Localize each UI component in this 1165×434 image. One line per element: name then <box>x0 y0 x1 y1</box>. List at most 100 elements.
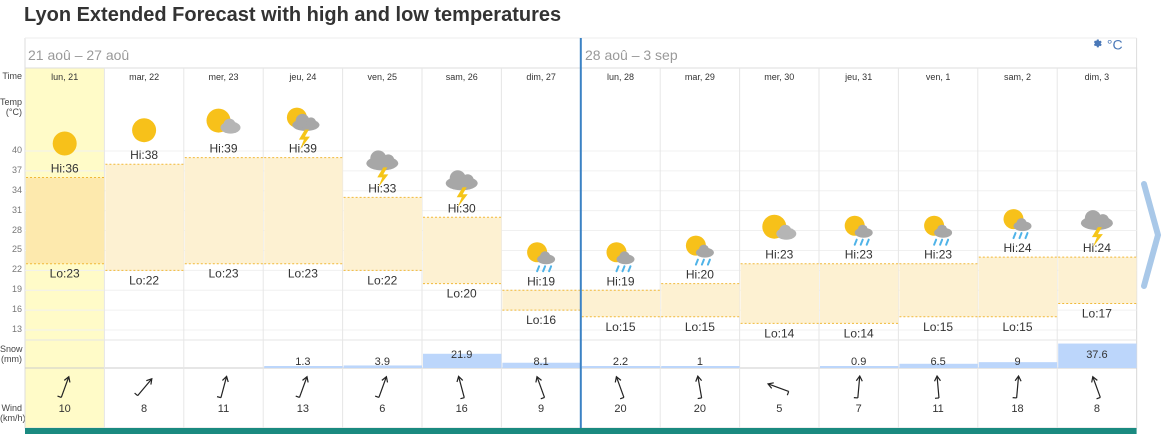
cloud-shape <box>449 170 466 187</box>
sun-rain-icon <box>606 242 635 273</box>
low-temp-label: Lo:14 <box>844 326 874 340</box>
snow-bar <box>820 366 899 368</box>
wind-arrow-shaft <box>616 377 625 398</box>
rain-drop <box>1018 232 1023 240</box>
snow-value-label: 1.3 <box>295 356 310 368</box>
wind-arrow-shaft <box>298 377 308 398</box>
wind-arrow-shaft <box>378 377 387 398</box>
sun-rain-icon <box>844 215 873 246</box>
row-label-temp: Temp (°C) <box>0 97 23 117</box>
rain-drop <box>615 265 620 273</box>
snow-bar <box>423 353 502 368</box>
cloud-shape <box>540 251 551 262</box>
temp-range-band <box>1058 257 1137 304</box>
wind-arrow-icon <box>134 377 153 397</box>
wind-arrow-tail <box>216 396 222 399</box>
low-temp-label: Lo:15 <box>685 320 715 334</box>
wind-arrow-tail <box>1096 396 1101 400</box>
wind-arrow-shaft <box>768 383 789 392</box>
low-temp-label: Lo:15 <box>605 320 635 334</box>
wind-arrow-tail <box>540 396 545 400</box>
wind-arrow-icon <box>1091 375 1101 400</box>
high-temp-label: Hi:30 <box>448 201 476 215</box>
high-temp-label: Hi:23 <box>765 248 793 262</box>
cloud-shape <box>382 154 395 167</box>
footer-bar <box>25 428 1137 434</box>
wind-arrow-tail <box>134 392 139 397</box>
wind-arrow-icon <box>456 375 465 400</box>
wind-speed-label: 5 <box>776 403 782 415</box>
snow-bar <box>264 366 343 368</box>
high-temp-label: Hi:19 <box>606 274 634 288</box>
rain-drop <box>945 238 950 246</box>
wind-speed-label: 6 <box>379 403 385 415</box>
wind-arrow-head <box>766 382 774 389</box>
snow-value-label: 8.1 <box>533 356 548 368</box>
day-label: mer, 30 <box>764 72 794 82</box>
snow-bar <box>1058 343 1137 368</box>
temp-range-band <box>105 164 184 271</box>
lightning-shape <box>298 129 310 150</box>
wind-arrow-head <box>855 374 863 382</box>
temp-tick-label: 22 <box>11 264 22 275</box>
rain-drop <box>1012 232 1017 240</box>
cloud-shape <box>370 150 387 167</box>
day-label: jeu, 31 <box>844 72 872 82</box>
wind-arrow-head <box>1091 375 1098 383</box>
cloud-shape <box>1016 218 1027 229</box>
storm-icon <box>445 170 478 208</box>
cloud-shape <box>461 174 474 187</box>
cloud-shape <box>857 224 868 235</box>
sun-icon <box>132 118 157 143</box>
wind-speed-label: 9 <box>538 403 544 415</box>
next-arrow-icon[interactable] <box>1140 180 1162 295</box>
sun-rain-icon <box>1003 209 1032 240</box>
day-label: dim, 3 <box>1085 72 1110 82</box>
date-range-week-2: 28 aoû – 3 sep <box>585 47 678 63</box>
sun-shape <box>132 118 157 143</box>
settings-button[interactable]: °C <box>1090 35 1123 52</box>
rain-drop <box>853 238 858 246</box>
temp-range-band <box>581 290 661 317</box>
temp-range-band <box>661 283 740 317</box>
wind-arrow-head <box>456 375 464 383</box>
rain-drop <box>859 238 864 246</box>
sun-cloud-icon <box>206 108 241 134</box>
cloud-shape <box>1096 214 1109 227</box>
rain-drop <box>865 238 870 246</box>
wind-speed-label: 11 <box>218 403 229 415</box>
wind-arrow-head <box>695 375 703 382</box>
temp-range-band <box>184 157 264 264</box>
wind-arrow-head <box>933 374 941 382</box>
unit-label: °C <box>1106 36 1123 53</box>
snow-value-label: 0.9 <box>851 356 866 368</box>
day-label: mar, 29 <box>685 72 715 82</box>
snow-value-label: 1 <box>697 356 703 368</box>
wind-speed-label: 10 <box>59 403 71 415</box>
temp-range-band <box>26 177 105 264</box>
low-temp-label: Lo:17 <box>1082 307 1112 321</box>
rain-drop <box>536 265 541 273</box>
high-temp-label: Hi:20 <box>686 268 714 282</box>
wind-arrow-shaft <box>936 376 940 399</box>
snow-value-label: 2.2 <box>613 356 628 368</box>
day-label: ven, 1 <box>926 72 951 82</box>
rain-drop <box>706 258 711 266</box>
temp-range-band <box>343 197 422 271</box>
temp-tick-label: 40 <box>11 144 22 155</box>
row-label-snow: Snow (mm) <box>0 344 23 364</box>
wind-speed-label: 8 <box>141 403 147 415</box>
low-temp-label: Lo:15 <box>1002 320 1032 334</box>
wind-arrow-tail <box>460 397 465 400</box>
page-title: Lyon Extended Forecast with high and low… <box>24 4 562 26</box>
wind-arrow-icon <box>766 382 790 396</box>
gear-icon <box>1090 36 1107 52</box>
snow-value-label: 3.9 <box>375 356 390 368</box>
day-label: lun, 28 <box>607 72 634 82</box>
snow-value-label: 9 <box>1014 356 1020 368</box>
temp-tick-label: 25 <box>11 244 22 255</box>
temp-tick-label: 28 <box>11 224 22 235</box>
temp-range-band <box>423 217 502 284</box>
snow-bar <box>661 366 740 368</box>
temp-tick-label: 34 <box>11 184 22 195</box>
